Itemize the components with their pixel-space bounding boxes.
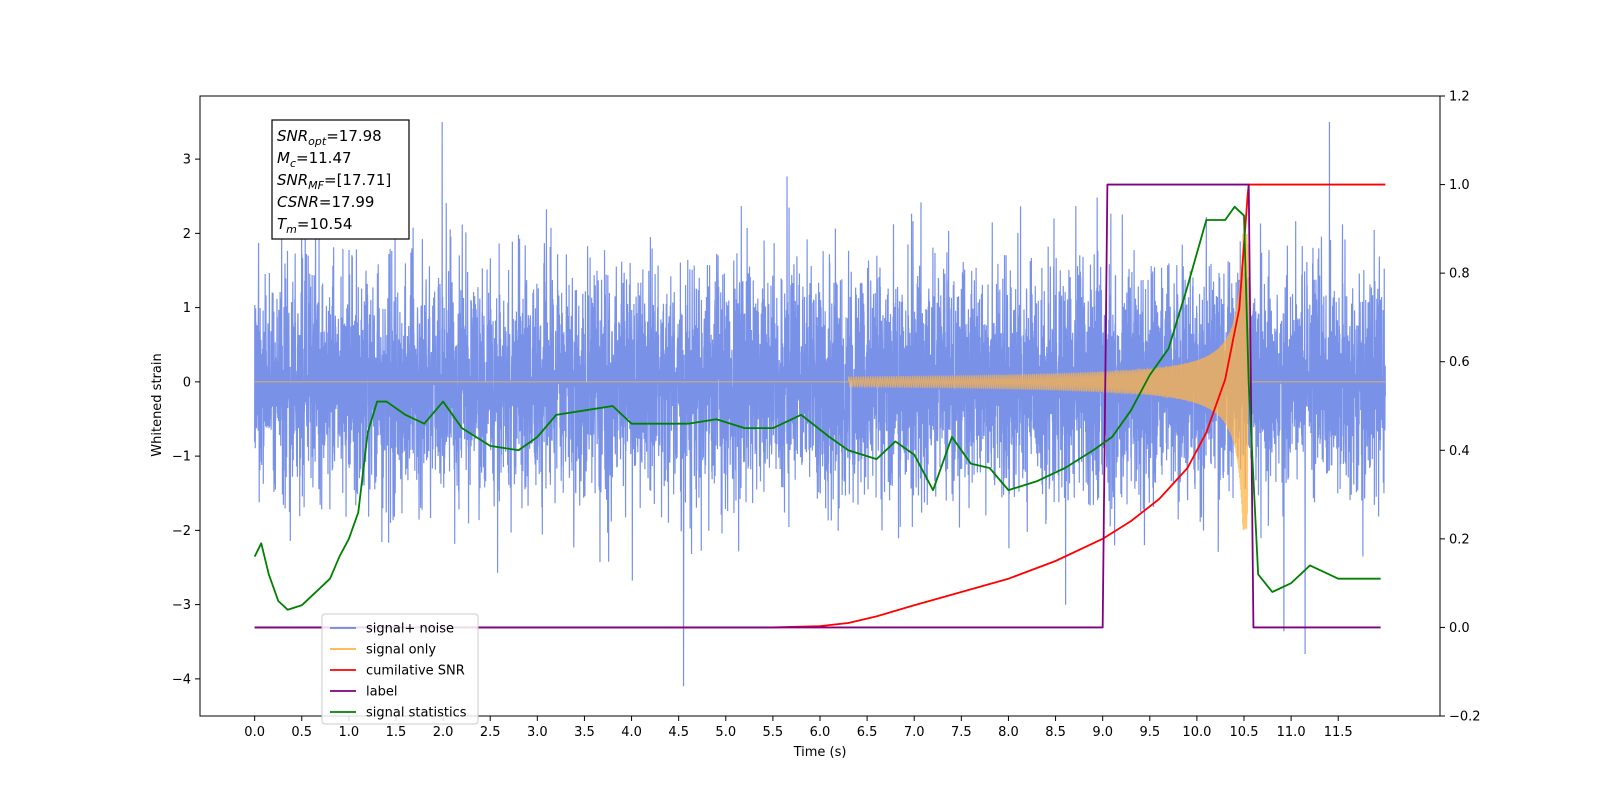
y-tick-label: −4 bbox=[172, 672, 191, 687]
x-axis-label: Time (s) bbox=[793, 745, 847, 760]
x-tick-label: 9.5 bbox=[1139, 725, 1160, 740]
legend-label: label bbox=[366, 685, 397, 700]
y2-tick-label: 0.4 bbox=[1449, 444, 1470, 459]
legend-label: signal+ noise bbox=[366, 622, 454, 637]
x-tick-label: 3.0 bbox=[527, 725, 548, 740]
x-tick-label: 4.5 bbox=[668, 725, 689, 740]
y2-tick-label: −0.2 bbox=[1449, 710, 1481, 725]
x-tick-label: 6.5 bbox=[857, 725, 878, 740]
y-axis-label: Whitened strain bbox=[150, 353, 165, 456]
x-tick-label: 4.0 bbox=[621, 725, 642, 740]
info-line: Tm=10.54 bbox=[277, 215, 352, 236]
y-tick-label: −3 bbox=[172, 598, 191, 613]
info-line: SNRopt=17.98 bbox=[277, 127, 382, 148]
legend-label: cumilative SNR bbox=[366, 664, 465, 679]
legend: signal+ noise signal only cumilative SNR la… bbox=[321, 613, 479, 725]
y2-tick-label: 0.0 bbox=[1449, 621, 1470, 636]
x-axis: 0.0 0.5 1.0 1.5 2.0 2.5 3.0 3.5 4.0 4.5 5.0 5.5 6.0 6… bbox=[244, 716, 1353, 740]
plot-series bbox=[253, 121, 1386, 687]
y2-tick-label: 0.6 bbox=[1449, 355, 1470, 370]
x-tick-label: 7.0 bbox=[904, 725, 925, 740]
info-line: Mc=11.47 bbox=[277, 149, 352, 170]
y-tick-label: −2 bbox=[172, 524, 191, 539]
legend-label: signal only bbox=[366, 643, 436, 658]
series-line-signal-only bbox=[254, 233, 1386, 531]
y-axis-left: 3 2 1 0 −1 −2 −3 −4 bbox=[172, 153, 200, 687]
x-tick-label: 0.5 bbox=[291, 725, 312, 740]
legend-label: signal statistics bbox=[366, 706, 467, 721]
y-axis-right: 1.2 1.0 0.8 0.6 0.4 0.2 0.0 −0.2 bbox=[1440, 90, 1481, 725]
info-box: SNRopt=17.98Mc=11.47SNRMF=[17.71]CSNR=17… bbox=[271, 119, 410, 240]
y-tick-label: 0 bbox=[183, 375, 191, 390]
y2-tick-label: 0.2 bbox=[1449, 532, 1470, 547]
info-line: SNRMF=[17.71] bbox=[277, 171, 391, 192]
x-tick-label: 11.5 bbox=[1324, 725, 1353, 740]
x-tick-label: 11.0 bbox=[1277, 725, 1306, 740]
x-tick-label: 2.0 bbox=[433, 725, 454, 740]
info-box-frame bbox=[271, 119, 410, 240]
x-tick-label: 5.5 bbox=[763, 725, 784, 740]
x-tick-label: 1.5 bbox=[386, 725, 407, 740]
x-tick-label: 7.5 bbox=[951, 725, 972, 740]
series-line-cumulative-snr bbox=[254, 183, 1386, 629]
y2-tick-label: 1.2 bbox=[1449, 90, 1470, 105]
y-tick-label: −1 bbox=[172, 450, 191, 465]
y2-tick-label: 1.0 bbox=[1449, 178, 1470, 193]
x-tick-label: 1.0 bbox=[339, 725, 360, 740]
x-tick-label: 3.5 bbox=[574, 725, 595, 740]
y-tick-label: 1 bbox=[183, 301, 191, 316]
info-line: CSNR=17.99 bbox=[277, 193, 374, 211]
x-tick-label: 9.0 bbox=[1092, 725, 1113, 740]
legend-frame bbox=[321, 613, 479, 725]
x-tick-label: 0.0 bbox=[244, 725, 265, 740]
y2-tick-label: 0.8 bbox=[1449, 267, 1470, 282]
x-tick-label: 5.0 bbox=[715, 725, 736, 740]
y-tick-label: 2 bbox=[183, 227, 191, 242]
x-tick-label: 10.0 bbox=[1182, 725, 1211, 740]
x-tick-label: 8.0 bbox=[998, 725, 1019, 740]
x-tick-label: 2.5 bbox=[480, 725, 501, 740]
y-tick-label: 3 bbox=[183, 153, 191, 168]
series-line-signal-statistics bbox=[253, 205, 1381, 611]
series-line-label bbox=[254, 183, 1381, 629]
x-tick-label: 6.0 bbox=[810, 725, 831, 740]
x-tick-label: 10.5 bbox=[1230, 725, 1259, 740]
x-tick-label: 8.5 bbox=[1045, 725, 1066, 740]
